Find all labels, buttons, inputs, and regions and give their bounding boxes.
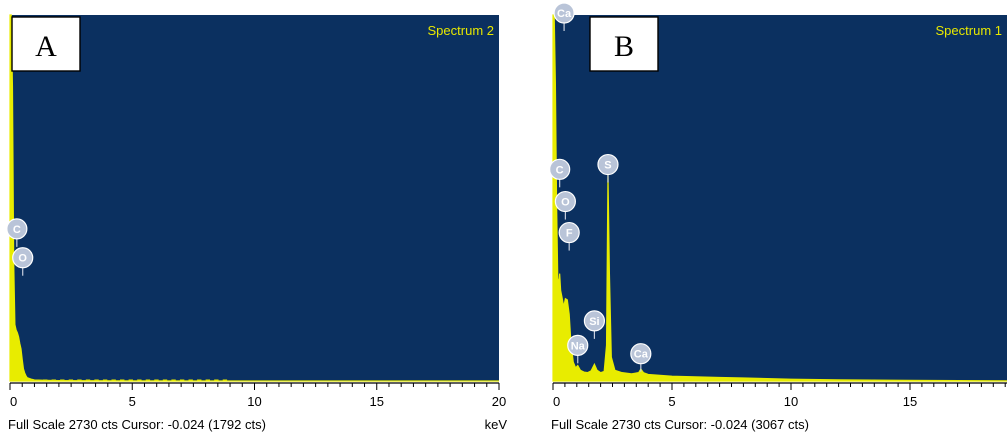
x-unit-label: keV <box>485 417 508 432</box>
peak-element-label: O <box>18 253 27 265</box>
panel-label-box <box>11 16 81 72</box>
x-tick-label: 5 <box>129 394 136 409</box>
scale-cursor-readout: Full Scale 2730 cts Cursor: -0.024 (3067… <box>551 417 809 432</box>
peak-marker-circle <box>6 218 28 240</box>
peak-marker-circle <box>567 334 589 356</box>
x-tick-label: 20 <box>492 394 506 409</box>
peak-marker-circle <box>12 247 34 269</box>
peak-marker-circle <box>549 158 571 180</box>
peak-element-label: C <box>13 224 21 236</box>
peak-element-label: Si <box>589 316 599 328</box>
peak-element-label: O <box>561 197 570 209</box>
peak-element-label: Na <box>571 340 586 352</box>
x-tick-label: 15 <box>370 394 384 409</box>
x-tick-label: 5 <box>668 394 675 409</box>
peak-element-label: C <box>556 164 564 176</box>
peak-element-label: Ca <box>557 8 572 20</box>
peak-marker-circle <box>558 221 580 244</box>
x-tick-label: 15 <box>903 394 917 409</box>
panel-label: B <box>614 30 634 63</box>
peak-marker-circle <box>554 190 576 213</box>
x-tick-label: 0 <box>10 394 17 409</box>
peak-marker-circle <box>597 153 619 176</box>
peak-element-label: F <box>566 228 573 240</box>
peak-element-label: Ca <box>634 349 649 361</box>
panel-label-box <box>589 16 659 72</box>
plot-background <box>10 15 499 381</box>
panel-label: A <box>35 30 57 63</box>
spectrum-trace <box>9 14 499 382</box>
spectrum-title: Spectrum 2 <box>428 23 494 38</box>
spectrum-title: Spectrum 1 <box>936 23 1002 38</box>
spectrum-trace <box>552 14 1007 382</box>
x-tick-label: 10 <box>784 394 798 409</box>
x-tick-label: 0 <box>553 394 560 409</box>
x-tick-label: 10 <box>247 394 261 409</box>
peak-marker-circle <box>630 343 652 365</box>
peak-marker-circle <box>583 310 606 332</box>
peak-marker-circle <box>553 2 575 24</box>
spectrum-panel-a: 0 5 10 15 20 Full Scale 2730 cts Cursor: -0.0… <box>6 14 508 432</box>
peak-element-label: S <box>604 160 611 172</box>
plot-background <box>553 15 1007 381</box>
scale-cursor-readout: Full Scale 2730 cts Cursor: -0.024 (1792… <box>8 417 266 432</box>
